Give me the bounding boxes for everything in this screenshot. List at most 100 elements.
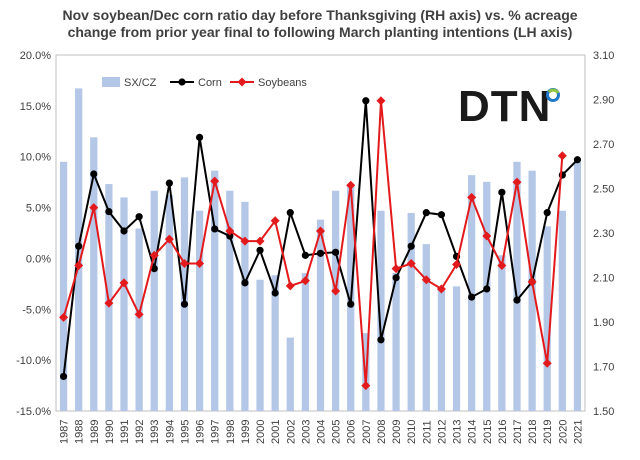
left-tick-label: -15.0% <box>16 406 51 418</box>
bar-sx-cz-2000 <box>256 279 264 411</box>
bar-sx-cz-2014 <box>468 175 476 411</box>
bar-sx-cz-2011 <box>422 244 430 411</box>
bar-sx-cz-2017 <box>513 161 521 411</box>
bar-sx-cz-2001 <box>271 275 279 411</box>
x-tick-label-1994: 1994 <box>164 420 176 444</box>
x-tick-label-2002: 2002 <box>285 420 297 444</box>
marker-soybeans-2007 <box>361 381 371 391</box>
x-tick-label-1995: 1995 <box>179 420 191 444</box>
marker-corn-2002 <box>286 209 294 217</box>
marker-soybeans-1995 <box>179 259 189 269</box>
marker-corn-2004 <box>316 249 325 257</box>
right-axis: 1.50 1.70 1.90 2.10 2.30 2.50 2.70 2.90 3.10 <box>593 50 614 418</box>
bar-sx-cz-2020 <box>558 210 566 411</box>
marker-corn-2019 <box>543 209 551 217</box>
marker-corn-1998 <box>226 232 234 240</box>
x-tick-label-1996: 1996 <box>195 420 207 444</box>
x-tick-label-2015: 2015 <box>482 420 494 444</box>
marker-corn-2009 <box>392 274 400 282</box>
x-tick-label-2007: 2007 <box>361 420 373 444</box>
marker-corn-1997 <box>211 225 219 233</box>
marker-soybeans-2014 <box>467 192 477 202</box>
marker-corn-2003 <box>301 251 309 259</box>
marker-soybeans-1991 <box>119 278 129 288</box>
x-tick-label-2009: 2009 <box>391 420 403 444</box>
x-tick-label-1987: 1987 <box>59 420 71 444</box>
marker-corn-1992 <box>135 213 143 221</box>
x-tick-label-2012: 2012 <box>436 420 448 444</box>
x-tick-label-1988: 1988 <box>74 420 86 444</box>
marker-corn-1994 <box>165 179 173 187</box>
right-tick-label: 2.10 <box>593 273 614 285</box>
bar-sx-cz-1987 <box>59 161 68 411</box>
bar-sx-cz-1996 <box>195 210 204 411</box>
marker-corn-1991 <box>120 227 128 235</box>
marker-corn-1996 <box>195 133 204 141</box>
bar-sx-cz-2004 <box>316 219 325 411</box>
bar-sx-cz-2013 <box>452 286 461 411</box>
right-tick-label: 2.50 <box>593 184 614 196</box>
marker-corn-2016 <box>498 188 506 196</box>
x-tick-label-1993: 1993 <box>149 420 161 444</box>
marker-corn-1999 <box>241 279 249 287</box>
marker-corn-2006 <box>347 300 355 308</box>
bar-sx-cz-2002 <box>286 337 294 411</box>
right-tick-label: 1.90 <box>593 317 614 329</box>
left-axis: -15.0% -10.0% -5.0% 0.0% 5.0% 10.0% 15.0% 20.0% <box>16 50 51 418</box>
marker-soybeans-1989 <box>89 203 99 213</box>
x-tick-label-1991: 1991 <box>119 420 131 444</box>
bar-sx-cz-1993 <box>150 190 158 411</box>
marker-soybeans-2010 <box>406 259 416 269</box>
x-tick-label-2014: 2014 <box>467 420 479 444</box>
x-tick-label-2004: 2004 <box>316 420 328 444</box>
x-axis: 1987 1988 1989 1990 1991 1992 1993 1994 1995 1996… <box>59 420 585 444</box>
marker-soybeans-1998 <box>225 226 235 236</box>
bar-sx-cz-2019 <box>543 226 551 411</box>
x-tick-label-2018: 2018 <box>527 420 539 444</box>
line-series-corn <box>59 97 582 381</box>
marker-soybeans-2019 <box>542 358 552 368</box>
left-tick-label: -10.0% <box>16 355 51 367</box>
x-tick-label-2020: 2020 <box>557 420 569 444</box>
marker-soybeans-2012 <box>436 284 446 294</box>
line-series-soybeans <box>59 96 567 391</box>
right-tick-label: 2.30 <box>593 228 614 240</box>
legend-label-soybeans: Soybeans <box>258 77 307 89</box>
bar-sx-cz-1998 <box>226 190 234 411</box>
bar-sx-cz-1999 <box>241 201 249 411</box>
marker-soybeans-2004 <box>316 226 325 236</box>
marker-soybeans-2011 <box>421 275 431 285</box>
marker-soybeans-2006 <box>346 180 356 190</box>
x-tick-label-2000: 2000 <box>255 420 267 444</box>
bar-sx-cz-2003 <box>301 273 310 411</box>
x-tick-label-2003: 2003 <box>300 420 312 444</box>
marker-soybeans-2013 <box>452 260 462 270</box>
marker-soybeans-1994 <box>164 234 174 244</box>
left-tick-label: 5.0% <box>26 203 51 215</box>
bar-sx-cz-1992 <box>135 228 143 411</box>
bar-sx-cz-2016 <box>498 255 506 411</box>
x-tick-label-2021: 2021 <box>572 420 584 444</box>
marker-soybeans-2015 <box>482 231 492 241</box>
chart-title-line-1: Nov soybean/Dec corn ratio day before Th… <box>62 7 578 23</box>
marker-soybeans-2008 <box>376 96 386 106</box>
marker-soybeans-2000 <box>255 236 265 246</box>
marker-corn-2017 <box>513 296 521 304</box>
left-tick-label: 0.0% <box>26 253 51 265</box>
marker-soybeans-2003 <box>300 276 310 286</box>
x-tick-label-2010: 2010 <box>406 420 418 444</box>
x-tick-label-2019: 2019 <box>542 420 554 444</box>
marker-corn-1990 <box>105 208 113 216</box>
bar-sx-cz-2021 <box>573 161 582 411</box>
chart-title-line-2: change from prior year final to followin… <box>67 24 573 40</box>
bar-sx-cz-1989 <box>90 137 98 411</box>
marker-soybeans-2009 <box>391 264 401 274</box>
marker-corn-2008 <box>377 336 385 344</box>
marker-soybeans-1993 <box>149 250 159 260</box>
legend-marker-soybeans <box>237 77 247 87</box>
marker-soybeans-2016 <box>497 261 507 271</box>
marker-corn-2001 <box>271 289 279 297</box>
bar-sx-cz-1991 <box>120 197 128 411</box>
marker-soybeans-1996 <box>195 259 205 269</box>
